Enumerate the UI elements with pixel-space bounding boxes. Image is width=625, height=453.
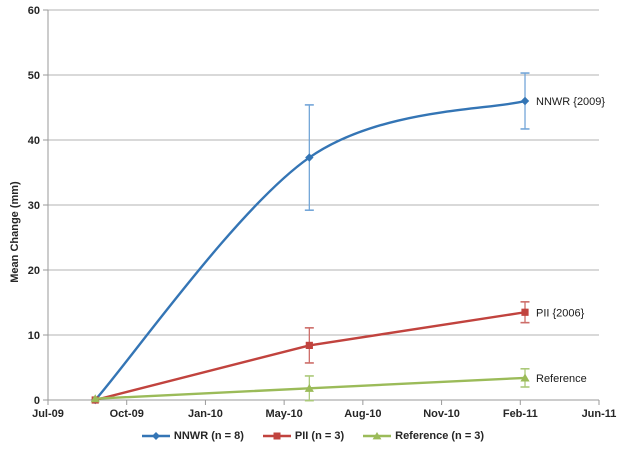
- legend-item-reference-n-3-: Reference (n = 3): [362, 430, 484, 442]
- series-reference-n-3-: Reference: [90, 367, 587, 403]
- y-tick-label: 20: [28, 265, 40, 277]
- x-tick-label: Jul-09: [32, 408, 64, 420]
- x-tick-label: Jan-10: [188, 408, 223, 420]
- x-tick-label: Nov-10: [423, 408, 460, 420]
- series-end-label: PII {2006}: [536, 307, 585, 319]
- series-pii-n-3-: PII {2006}: [91, 301, 585, 404]
- series-line: [94, 99, 527, 402]
- series-end-label: Reference: [536, 373, 587, 385]
- square-legend-icon: [262, 432, 291, 440]
- legend-item-pii-n-3-: PII (n = 3): [262, 430, 344, 442]
- x-tick-label: May-10: [265, 408, 302, 420]
- y-tick-labels: 0 10 20 30 40 50 60: [28, 5, 40, 407]
- legend-label: Reference (n = 3): [395, 430, 485, 442]
- triangle-marker: [90, 394, 100, 403]
- x-tick-label: Oct-09: [110, 408, 144, 420]
- triangle-legend-icon: [363, 432, 392, 440]
- y-tick-label: 10: [28, 330, 40, 342]
- x-tick-label: Feb-11: [503, 408, 538, 420]
- x-tick-labels: Jul-09 Oct-09 Jan-10 May-10 Aug-10 Nov-10 Feb-…: [32, 408, 616, 420]
- x-tick-label: Jun-11: [582, 408, 617, 420]
- y-tick-label: 60: [28, 5, 40, 17]
- y-tick-label: 50: [28, 70, 40, 82]
- square-marker: [521, 308, 529, 316]
- axes: [43, 9, 600, 405]
- triangle-marker: [372, 432, 382, 440]
- legend-label: PII (n = 3): [294, 430, 345, 442]
- y-tick-label: 0: [34, 395, 40, 407]
- diamond-legend-icon: [141, 432, 170, 440]
- square-marker: [273, 432, 281, 440]
- y-tick-label: 30: [28, 200, 40, 212]
- legend-item-nnwr-n-8-: NNWR (n = 8): [141, 430, 244, 442]
- series-end-label: NNWR {2009}: [536, 96, 605, 108]
- y-axis-title: Mean Change (mm): [9, 181, 21, 283]
- square-marker: [305, 341, 313, 349]
- gridlines: [48, 9, 599, 336]
- y-tick-label: 40: [28, 135, 40, 147]
- series-nnwr-n-8-: NNWR {2009}: [91, 72, 605, 405]
- diamond-marker: [305, 153, 314, 162]
- x-tick-label: Aug-10: [344, 408, 381, 420]
- triangle-marker: [304, 383, 314, 392]
- legend-label: NNWR (n = 8): [173, 430, 244, 442]
- triangle-marker: [520, 373, 530, 382]
- diamond-marker: [151, 432, 160, 440]
- diamond-marker: [520, 96, 530, 106]
- chart-legend: NNWR (n = 8) PII (n = 3) Reference (n = 3): [0, 426, 625, 446]
